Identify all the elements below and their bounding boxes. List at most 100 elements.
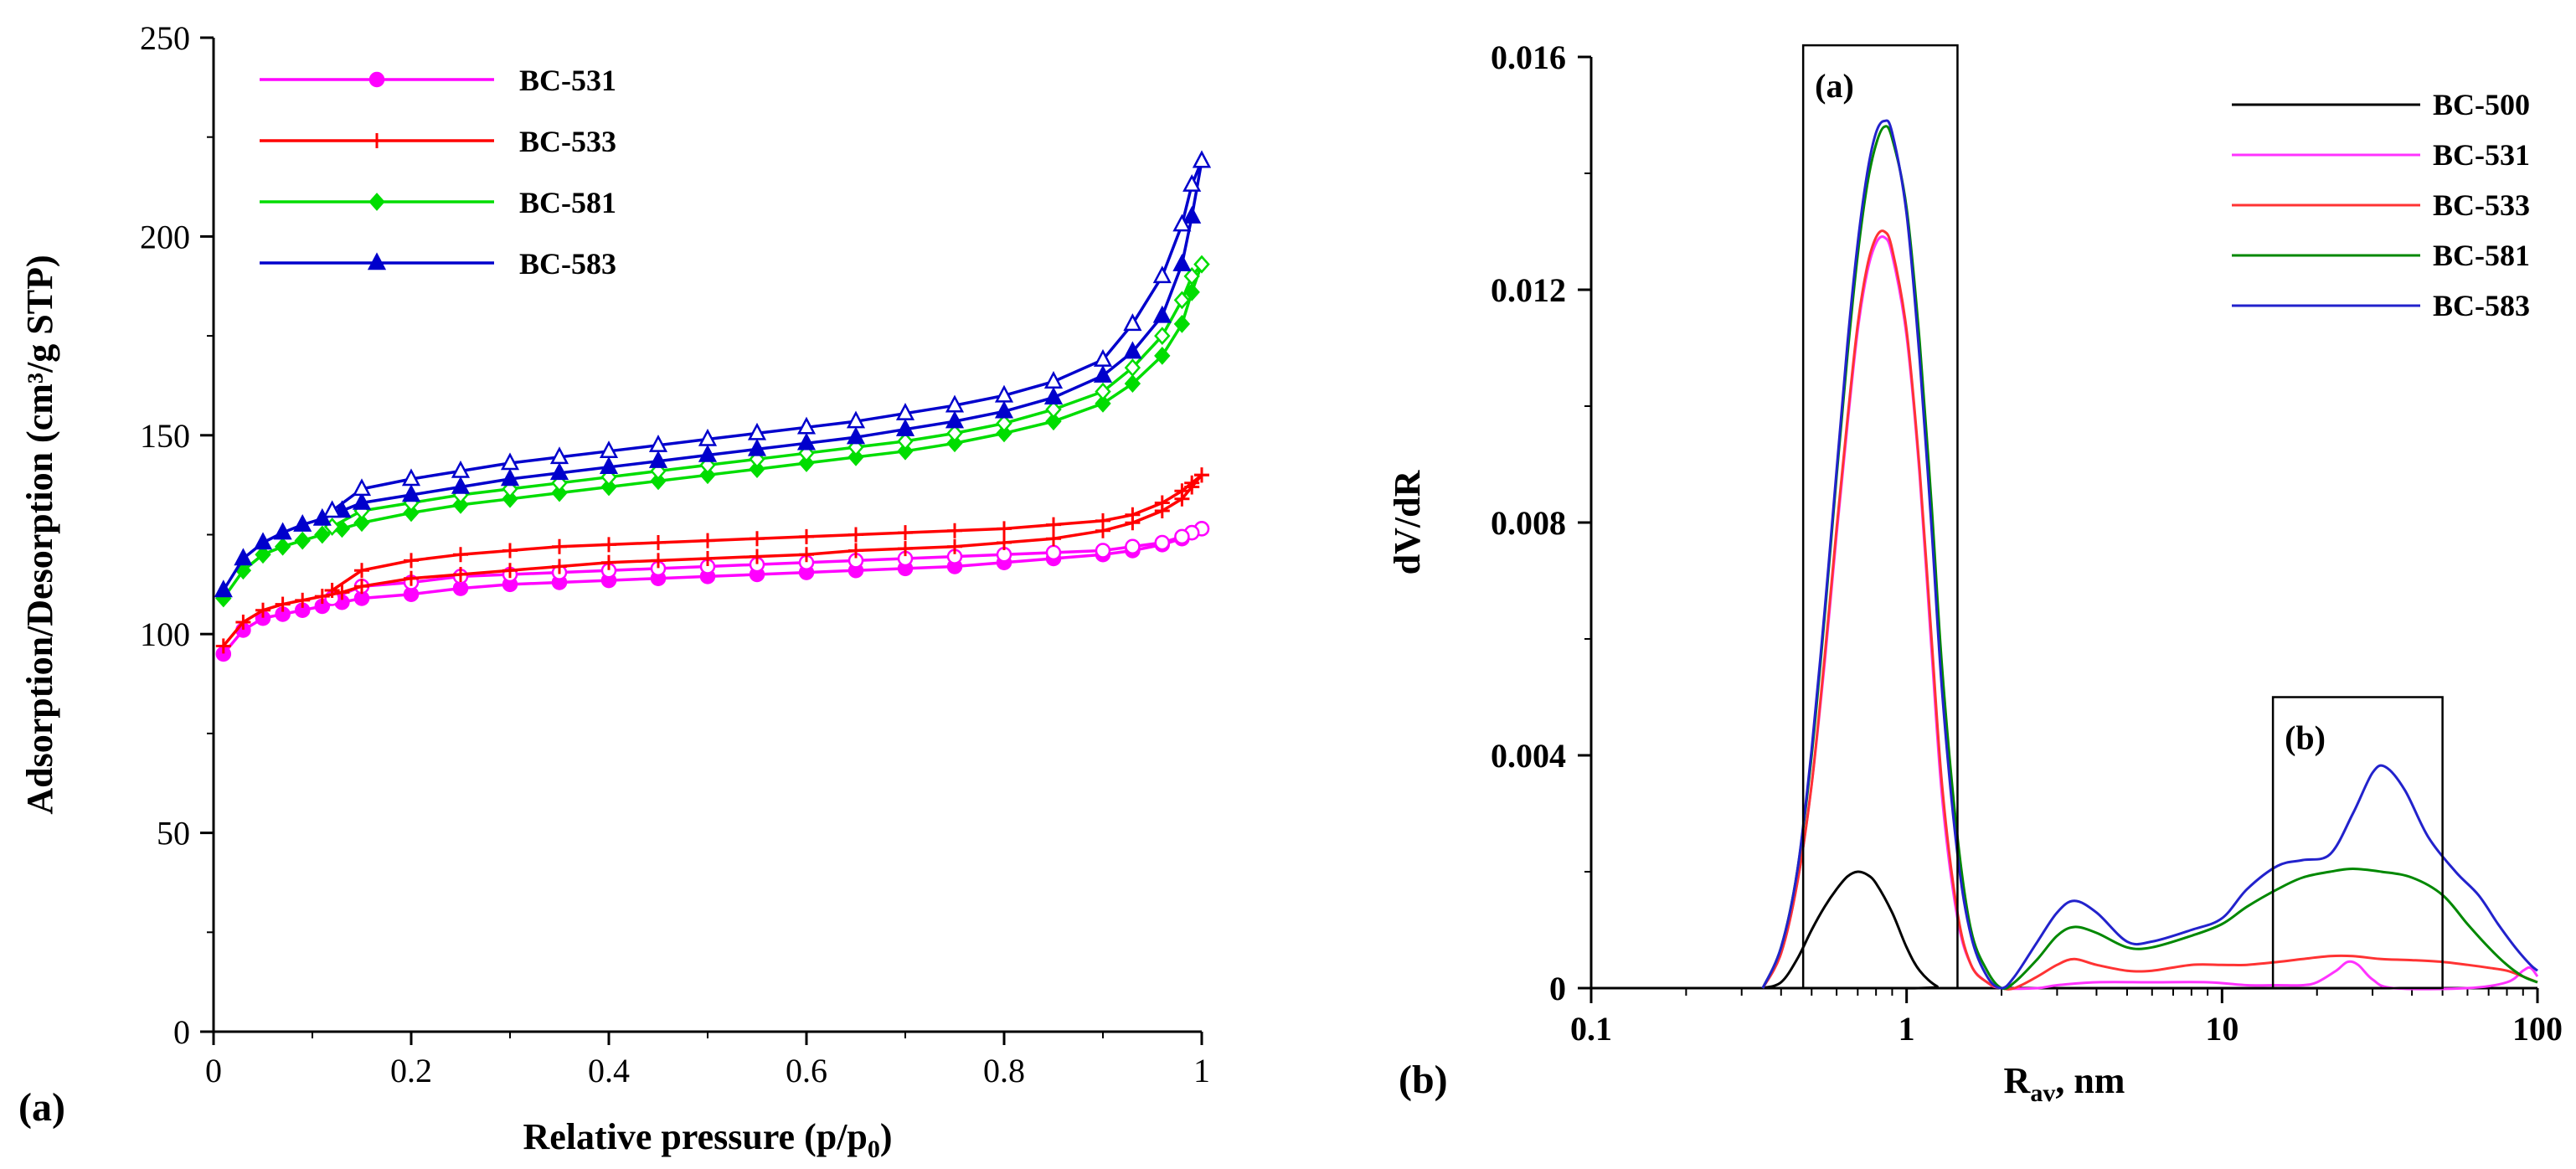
data-point xyxy=(996,424,1012,443)
data-point xyxy=(648,450,668,468)
data-point xyxy=(1182,205,1202,224)
data-point xyxy=(1045,412,1062,431)
y-tick-label-b: 0.016 xyxy=(1491,39,1566,76)
y-tick-label-a: 50 xyxy=(157,815,190,852)
x-tick-label-a: 0.4 xyxy=(588,1052,630,1089)
data-point xyxy=(1154,346,1171,365)
data-point xyxy=(255,602,270,618)
data-point xyxy=(947,523,962,538)
data-point xyxy=(1174,528,1190,545)
series-line-bc-533 xyxy=(1761,229,2538,991)
x-axis-label-a-end: ) xyxy=(880,1116,893,1157)
data-point xyxy=(502,543,518,559)
data-point xyxy=(502,563,518,579)
data-point xyxy=(1174,483,1190,499)
data-point xyxy=(1154,327,1171,345)
data-point xyxy=(1045,544,1062,561)
data-point xyxy=(1193,255,1210,274)
data-point xyxy=(895,403,915,420)
data-point xyxy=(215,638,231,654)
data-point xyxy=(994,384,1014,403)
data-point xyxy=(293,513,312,532)
data-point xyxy=(235,614,251,630)
data-point xyxy=(353,513,370,533)
data-point xyxy=(796,432,817,451)
series-line-adsorption xyxy=(222,527,1203,656)
data-point xyxy=(404,570,419,586)
legend-a: BC-531 BC-533 BC-581 BC-583 xyxy=(260,64,616,281)
data-point xyxy=(1192,150,1212,168)
series-line-bc-583 xyxy=(1761,119,2538,990)
x-axis-label-a: Relative pressure (p/p0) xyxy=(523,1116,892,1163)
pore-size-chart: 0 0.004 0.008 0.012 0.016 0.1 1 10 100 (a) (b) BC… xyxy=(1387,39,2563,1107)
legend-label: BC-533 xyxy=(519,125,616,158)
series-line-desorption xyxy=(331,473,1203,592)
x-tick-label-a: 1 xyxy=(1193,1052,1210,1089)
y-tick-label-b: 0 xyxy=(1549,970,1566,1007)
data-point xyxy=(551,483,568,502)
data-point xyxy=(997,534,1012,550)
data-point xyxy=(947,538,962,554)
data-point xyxy=(253,532,273,550)
legend-item: BC-531 xyxy=(260,64,616,97)
data-point xyxy=(1095,543,1111,559)
data-point xyxy=(453,566,468,582)
data-point xyxy=(996,414,1012,433)
series-bc-533 xyxy=(215,467,1209,654)
series-line-desorption xyxy=(331,160,1203,512)
data-point xyxy=(898,541,913,557)
data-point xyxy=(799,547,814,563)
data-point xyxy=(1043,371,1064,389)
legend-label: BC-533 xyxy=(2433,188,2530,222)
legend-item: BC-500 xyxy=(2232,88,2530,121)
axes-b: 0 0.004 0.008 0.012 0.016 0.1 1 10 100 xyxy=(1491,39,2563,1048)
panel-label-b: (b) xyxy=(1399,1058,1448,1102)
data-point xyxy=(294,531,311,550)
data-point xyxy=(946,434,963,453)
series-line-adsorption xyxy=(222,474,1203,647)
data-point xyxy=(401,468,421,487)
data-point xyxy=(324,582,340,598)
y-tick-label-a: 150 xyxy=(140,417,190,455)
data-point xyxy=(1152,265,1172,284)
data-point xyxy=(648,434,668,452)
legend-label: BC-500 xyxy=(2433,88,2530,121)
legend-label: BC-531 xyxy=(519,64,616,97)
data-point xyxy=(552,559,567,574)
legend-label: BC-583 xyxy=(2433,289,2530,322)
data-point xyxy=(1046,531,1061,547)
y-tick-label-b: 0.008 xyxy=(1491,504,1566,542)
data-point xyxy=(846,410,866,429)
legend-item: BC-583 xyxy=(2232,289,2530,322)
data-point xyxy=(502,489,518,508)
data-point xyxy=(1123,341,1142,359)
data-point xyxy=(368,193,385,211)
annotation-box: (b) xyxy=(2271,696,2444,990)
data-point xyxy=(945,410,965,429)
y-axis-label-a: Adsorption/Desorption (cm³/g STP) xyxy=(19,255,60,814)
data-point xyxy=(1095,512,1110,528)
x-tick-label-a: 0.6 xyxy=(786,1052,827,1089)
data-point xyxy=(699,466,716,485)
data-point xyxy=(1045,400,1062,419)
data-point xyxy=(651,534,666,550)
data-point xyxy=(1183,266,1200,286)
data-point xyxy=(1125,507,1141,523)
legend-label: BC-581 xyxy=(2433,239,2530,272)
data-point xyxy=(1125,538,1141,554)
data-point xyxy=(750,531,765,547)
x-axis-label-b-main: R xyxy=(2004,1060,2032,1101)
data-point xyxy=(500,452,520,471)
data-point xyxy=(895,419,915,436)
data-point xyxy=(994,400,1014,419)
data-point xyxy=(848,448,864,466)
annotation-boxes: (a) (b) xyxy=(1801,44,2444,990)
y-tick-label-a: 100 xyxy=(140,615,190,653)
data-point xyxy=(322,500,342,518)
data-point xyxy=(599,440,619,459)
data-point xyxy=(1173,314,1191,333)
x-tick-label-b: 10 xyxy=(2205,1010,2239,1048)
data-point xyxy=(747,422,767,440)
x-axis-label-b-end: , nm xyxy=(2055,1060,2125,1101)
